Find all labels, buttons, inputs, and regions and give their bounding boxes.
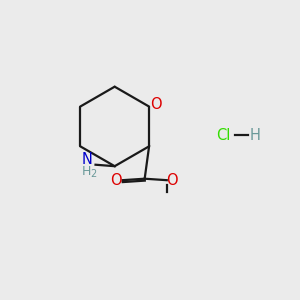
Text: Cl: Cl — [216, 128, 231, 143]
Text: H: H — [82, 165, 92, 178]
Text: N: N — [81, 152, 92, 167]
Text: O: O — [150, 97, 161, 112]
Text: H: H — [250, 128, 261, 143]
Text: O: O — [110, 173, 122, 188]
Text: 2: 2 — [90, 169, 97, 178]
Text: O: O — [166, 173, 178, 188]
